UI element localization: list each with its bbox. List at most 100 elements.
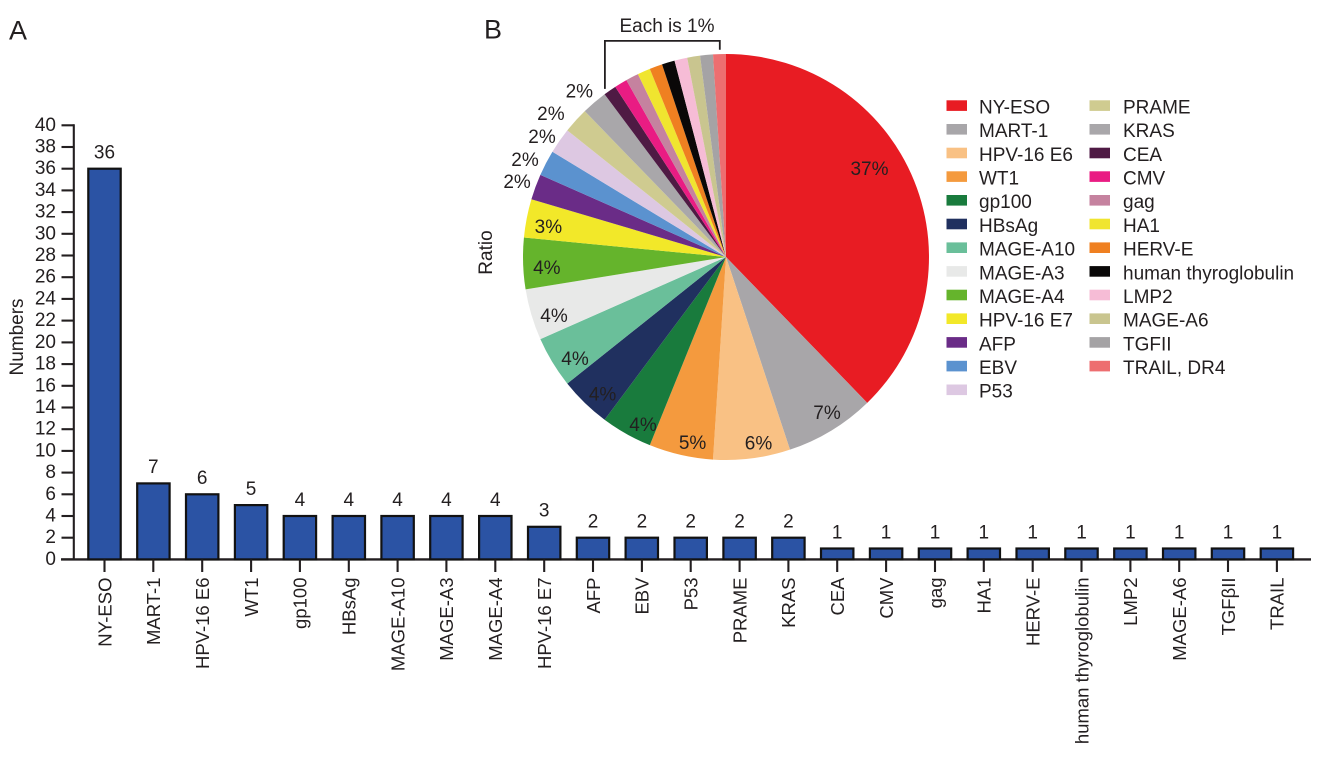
svg-text:PRAME: PRAME bbox=[1123, 98, 1191, 119]
svg-text:MAGE-A10: MAGE-A10 bbox=[979, 240, 1075, 261]
svg-text:4%: 4% bbox=[533, 258, 561, 279]
svg-text:CEA: CEA bbox=[1123, 145, 1162, 166]
svg-text:4: 4 bbox=[392, 490, 403, 511]
svg-text:7: 7 bbox=[148, 457, 159, 478]
svg-text:HA1: HA1 bbox=[974, 578, 995, 614]
svg-text:MAGE-A3: MAGE-A3 bbox=[979, 263, 1065, 284]
svg-text:MAGE-A10: MAGE-A10 bbox=[387, 578, 408, 672]
svg-text:40: 40 bbox=[35, 115, 56, 136]
svg-text:Ratio: Ratio bbox=[476, 230, 497, 274]
svg-text:NY-ESO: NY-ESO bbox=[979, 98, 1050, 119]
svg-text:Numbers: Numbers bbox=[7, 298, 28, 375]
svg-text:HERV-E: HERV-E bbox=[1123, 240, 1193, 261]
svg-text:TGFβII: TGFβII bbox=[1218, 578, 1239, 636]
svg-text:WT1: WT1 bbox=[241, 578, 262, 617]
svg-text:0: 0 bbox=[45, 549, 56, 570]
svg-text:CMV: CMV bbox=[1123, 169, 1166, 190]
svg-text:AFP: AFP bbox=[583, 578, 604, 614]
svg-text:5: 5 bbox=[246, 479, 257, 500]
svg-text:HPV-16 E6: HPV-16 E6 bbox=[192, 578, 213, 670]
svg-text:gp100: gp100 bbox=[979, 192, 1032, 213]
svg-text:2: 2 bbox=[734, 512, 745, 533]
svg-text:MART-1: MART-1 bbox=[143, 578, 164, 646]
svg-text:2: 2 bbox=[588, 512, 599, 533]
svg-text:2: 2 bbox=[783, 512, 794, 533]
svg-text:4: 4 bbox=[441, 490, 452, 511]
svg-text:1: 1 bbox=[1272, 522, 1283, 543]
svg-text:gag: gag bbox=[1123, 192, 1155, 213]
svg-text:10: 10 bbox=[35, 440, 56, 461]
svg-text:KRAS: KRAS bbox=[778, 578, 799, 628]
svg-text:14: 14 bbox=[35, 397, 57, 418]
svg-text:MAGE-A6: MAGE-A6 bbox=[1169, 578, 1190, 661]
svg-text:CEA: CEA bbox=[827, 577, 848, 616]
svg-text:TGFII: TGFII bbox=[1123, 334, 1172, 355]
svg-text:2%: 2% bbox=[503, 172, 531, 193]
svg-text:gag: gag bbox=[925, 578, 946, 609]
svg-text:5%: 5% bbox=[679, 433, 707, 454]
svg-text:1: 1 bbox=[979, 522, 990, 543]
svg-text:36: 36 bbox=[94, 143, 115, 164]
svg-text:HPV-16 E7: HPV-16 E7 bbox=[979, 311, 1073, 332]
svg-text:8: 8 bbox=[45, 462, 56, 483]
svg-text:MAGE-A4: MAGE-A4 bbox=[485, 578, 506, 661]
svg-text:37%: 37% bbox=[850, 159, 888, 180]
svg-text:1: 1 bbox=[1174, 522, 1185, 543]
svg-text:34: 34 bbox=[35, 180, 57, 201]
svg-text:gp100: gp100 bbox=[290, 578, 311, 629]
svg-text:22: 22 bbox=[35, 310, 56, 331]
svg-text:3%: 3% bbox=[535, 217, 563, 238]
svg-text:PRAME: PRAME bbox=[729, 578, 750, 644]
svg-text:2: 2 bbox=[637, 512, 648, 533]
svg-text:EBV: EBV bbox=[632, 577, 653, 615]
svg-text:24: 24 bbox=[35, 288, 57, 309]
svg-text:LMP2: LMP2 bbox=[1123, 287, 1173, 308]
svg-text:MAGE-A3: MAGE-A3 bbox=[436, 578, 457, 661]
svg-text:26: 26 bbox=[35, 267, 56, 288]
svg-text:TRAIL: TRAIL bbox=[1267, 578, 1288, 630]
svg-text:4%: 4% bbox=[629, 415, 657, 436]
svg-text:1: 1 bbox=[881, 522, 892, 543]
svg-text:HPV-16 E7: HPV-16 E7 bbox=[534, 578, 555, 670]
svg-text:1: 1 bbox=[930, 522, 941, 543]
svg-text:AFP: AFP bbox=[979, 334, 1016, 355]
svg-text:MART-1: MART-1 bbox=[979, 121, 1048, 142]
svg-text:B: B bbox=[484, 15, 502, 45]
svg-text:CMV: CMV bbox=[876, 577, 897, 619]
svg-text:38: 38 bbox=[35, 137, 56, 158]
svg-text:1: 1 bbox=[1027, 522, 1038, 543]
svg-text:A: A bbox=[9, 16, 27, 46]
svg-text:7%: 7% bbox=[813, 403, 841, 424]
svg-text:HPV-16 E6: HPV-16 E6 bbox=[979, 145, 1073, 166]
svg-text:32: 32 bbox=[35, 202, 56, 223]
svg-text:MAGE-A4: MAGE-A4 bbox=[979, 287, 1065, 308]
svg-text:30: 30 bbox=[35, 223, 56, 244]
svg-text:HBsAg: HBsAg bbox=[339, 578, 360, 636]
svg-text:28: 28 bbox=[35, 245, 56, 266]
svg-text:1: 1 bbox=[1076, 522, 1087, 543]
svg-text:4: 4 bbox=[344, 490, 355, 511]
svg-text:1: 1 bbox=[832, 522, 843, 543]
svg-text:4%: 4% bbox=[561, 349, 589, 370]
svg-text:KRAS: KRAS bbox=[1123, 121, 1175, 142]
svg-text:2%: 2% bbox=[566, 82, 594, 103]
svg-text:20: 20 bbox=[35, 332, 56, 353]
svg-text:36: 36 bbox=[35, 158, 56, 179]
svg-text:2: 2 bbox=[685, 512, 696, 533]
svg-text:6: 6 bbox=[197, 468, 208, 489]
svg-text:EBV: EBV bbox=[979, 358, 1017, 379]
svg-text:4%: 4% bbox=[589, 385, 617, 406]
svg-text:Each is 1%: Each is 1% bbox=[619, 16, 714, 37]
svg-text:1: 1 bbox=[1223, 522, 1234, 543]
svg-text:human thyroglobulin: human thyroglobulin bbox=[1071, 578, 1092, 745]
svg-text:6: 6 bbox=[45, 484, 56, 505]
svg-text:12: 12 bbox=[35, 419, 56, 440]
svg-text:2%: 2% bbox=[537, 104, 565, 125]
svg-text:4: 4 bbox=[295, 490, 306, 511]
svg-text:HBsAg: HBsAg bbox=[979, 216, 1038, 237]
svg-text:4%: 4% bbox=[540, 306, 568, 327]
svg-text:18: 18 bbox=[35, 354, 56, 375]
svg-text:HERV-E: HERV-E bbox=[1023, 578, 1044, 647]
svg-text:LMP2: LMP2 bbox=[1120, 578, 1141, 626]
svg-text:P53: P53 bbox=[681, 578, 702, 611]
